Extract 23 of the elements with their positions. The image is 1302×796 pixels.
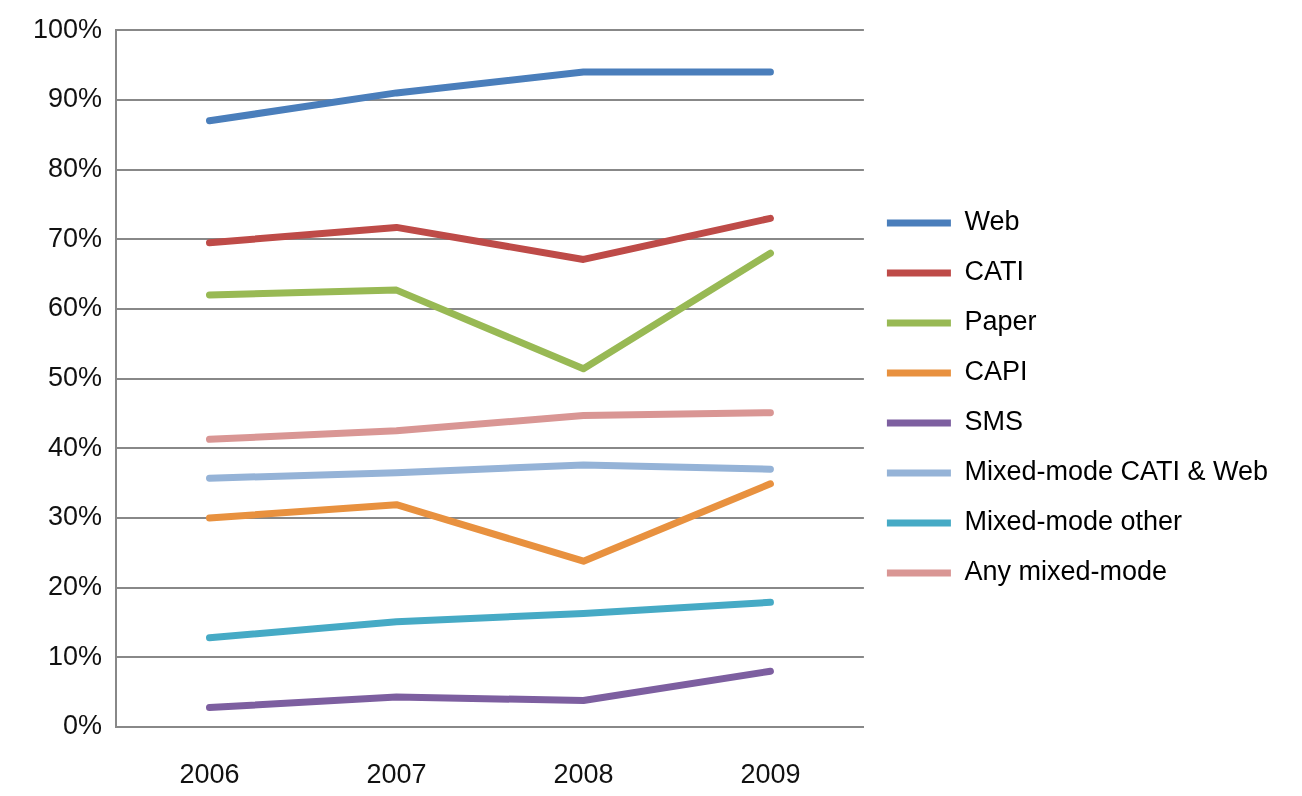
y-tick-label: 40%	[47, 431, 102, 462]
y-tick-label: 100%	[32, 13, 102, 44]
y-tick-label: 10%	[47, 640, 102, 671]
legend-label: SMS	[964, 406, 1023, 437]
legend-label: Mixed-mode other	[964, 506, 1183, 537]
legend-label: Mixed-mode CATI & Web	[964, 456, 1268, 487]
legend-label: Any mixed-mode	[964, 556, 1167, 587]
x-tick-label: 2009	[740, 758, 801, 789]
y-tick-label: 80%	[47, 153, 102, 184]
y-tick-label: 60%	[47, 292, 102, 323]
y-tick-label: 0%	[62, 710, 102, 741]
y-tick-label: 20%	[47, 571, 102, 602]
y-tick-label: 50%	[47, 362, 102, 393]
legend-label: CATI	[964, 256, 1024, 287]
legend-label: Web	[964, 206, 1020, 237]
y-tick-label: 70%	[47, 222, 102, 253]
y-tick-label: 90%	[47, 83, 102, 114]
legend-label: Paper	[964, 306, 1037, 337]
x-tick-label: 2007	[366, 758, 427, 789]
x-tick-label: 2006	[179, 758, 240, 789]
x-tick-label: 2008	[553, 758, 614, 789]
y-tick-label: 30%	[47, 501, 102, 532]
legend-label: CAPI	[964, 356, 1028, 387]
